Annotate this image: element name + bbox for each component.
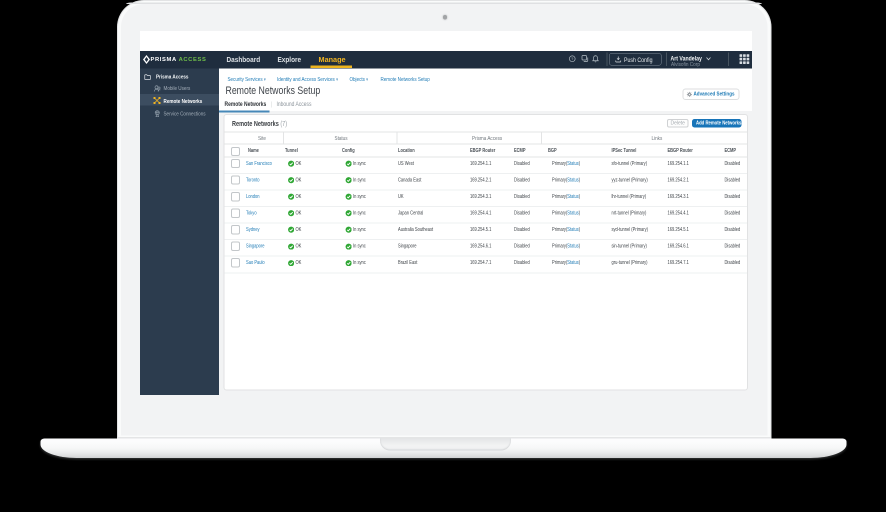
svg-text:?: ?: [571, 56, 574, 61]
